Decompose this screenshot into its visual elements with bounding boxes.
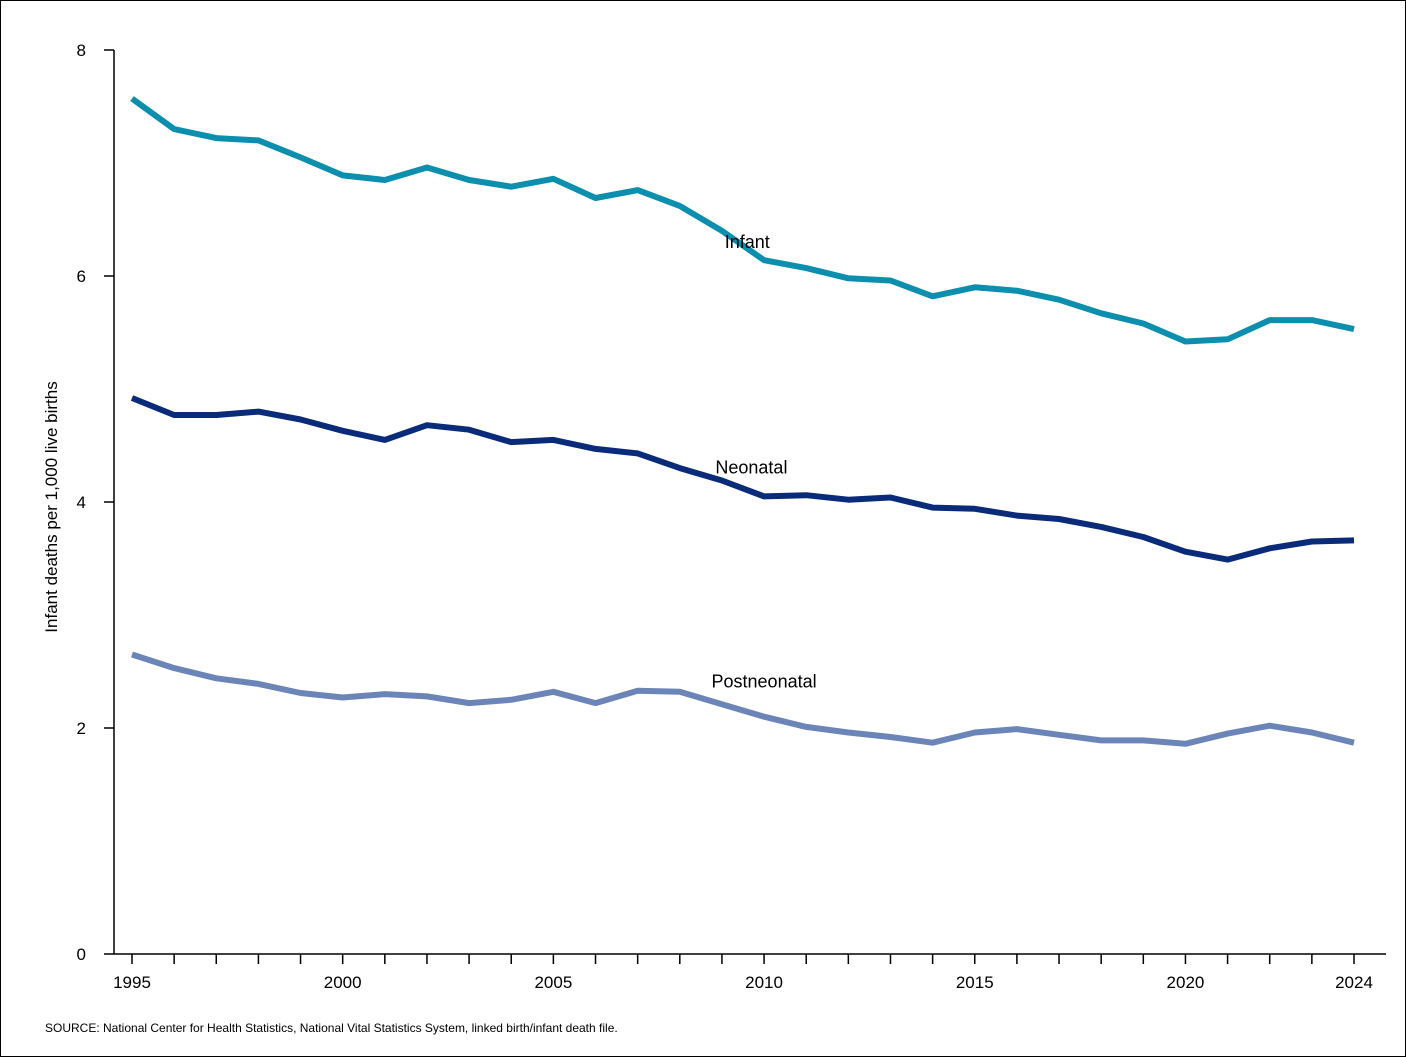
x-tick-label: 1995: [113, 973, 151, 992]
source-note: SOURCE: National Center for Health Stati…: [45, 1021, 618, 1035]
series-label-infant: Infant: [725, 232, 770, 252]
x-tick-label: 2000: [324, 973, 362, 992]
series-label-postneonatal: Postneonatal: [712, 672, 817, 692]
x-tick-label: 2005: [534, 973, 572, 992]
x-tick-label: 2020: [1167, 973, 1205, 992]
y-tick-label: 2: [77, 719, 86, 738]
series-label-neonatal: Neonatal: [715, 457, 787, 477]
series-line-neonatal: [130, 395, 1355, 563]
y-tick-label: 0: [77, 945, 86, 964]
y-axis-title: Infant deaths per 1,000 live births: [42, 381, 61, 632]
line-chart: 0 2 4 6 8 1995 2000 2005 2010 2015 2020 2024 Infant …: [42, 41, 1386, 992]
series-line-postneonatal: [131, 651, 1355, 747]
y-tick-label: 8: [77, 41, 86, 60]
x-tick-label: 2024: [1335, 973, 1373, 992]
series-line-infant: [130, 96, 1355, 345]
y-tick-label: 4: [77, 493, 86, 512]
x-tick-label: 2015: [956, 973, 994, 992]
x-tick-label: 2010: [745, 973, 783, 992]
y-tick-label: 6: [77, 267, 86, 286]
